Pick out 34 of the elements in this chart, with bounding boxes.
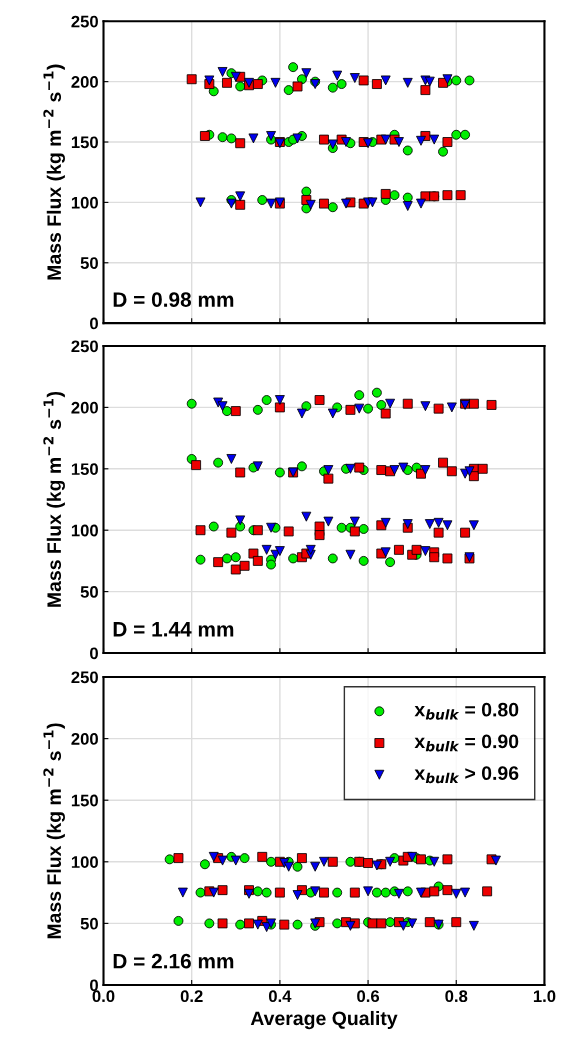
legend-label: x$_{bulk}$ = 0.90 [414,734,519,752]
y-tick-label: 150 [71,794,98,807]
x-tick-label: 0.6 [357,990,380,1003]
annotation: D = 0.98 mm [113,292,234,307]
y-tick-label: 150 [71,463,98,476]
y-tick-label: 200 [71,401,98,414]
y-tick-label: 0 [90,979,98,992]
y-tick-label: 250 [71,671,98,684]
y-axis-title: Mass Flux (kg m$^{−2}$ s$^{−1}$) [43,723,65,939]
y-tick-label: 100 [71,524,98,537]
x-tick-label: 0.4 [268,990,292,1003]
x-axis-title: Average Quality [250,1010,398,1030]
y-tick-label: 100 [71,856,98,868]
y-tick-label: 50 [80,917,98,930]
y-tick-label: 100 [71,196,98,209]
y-tick-label: 250 [71,15,98,28]
y-tick-label: 150 [71,136,98,149]
x-tick-label: 0.2 [180,990,203,1003]
x-tick-label: 1.0 [533,990,556,1003]
y-tick-label: 0 [90,317,98,330]
y-axis-title: Mass Flux (kg m$^{−2}$ s$^{−1}$) [43,391,65,607]
y-axis-title: Mass Flux (kg m$^{−2}$ s$^{−1}$) [43,64,65,280]
y-tick-label: 50 [80,257,98,269]
y-tick-label: 50 [80,586,98,598]
y-tick-label: 0 [90,647,98,660]
legend-label: x$_{bulk}$ > 0.96 [414,766,519,784]
legend-label: x$_{bulk}$ = 0.80 [414,702,519,720]
y-tick-label: 200 [71,76,98,88]
x-tick-label: 0.0 [92,990,115,1003]
x-tick-label: 0.8 [445,990,468,1003]
y-tick-label: 250 [71,340,98,353]
annotation: D = 2.16 mm [113,953,234,969]
annotation: D = 1.44 mm [113,622,234,637]
y-tick-label: 200 [71,733,98,745]
